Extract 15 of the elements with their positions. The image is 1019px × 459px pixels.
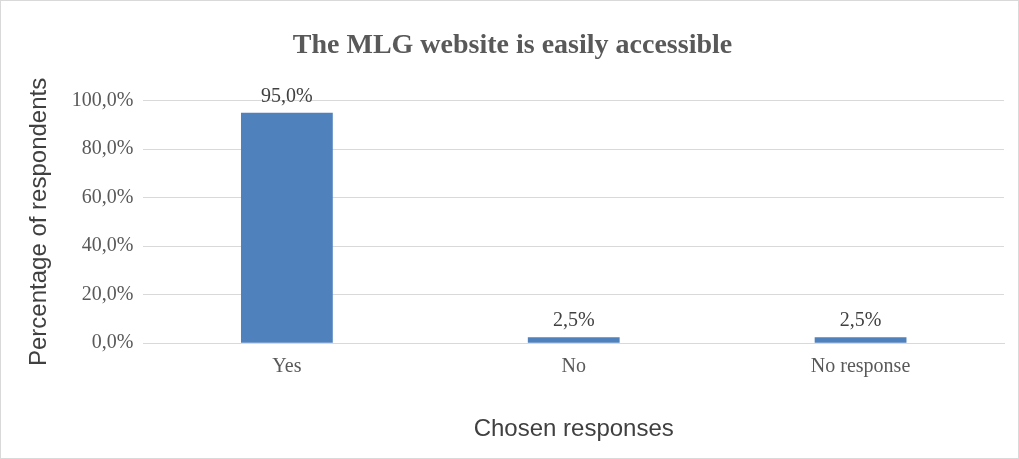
y-tick-label: 0,0% xyxy=(91,330,134,353)
y-tick-label: 20,0% xyxy=(81,281,134,304)
y-tick-label: 80,0% xyxy=(81,136,134,159)
y-tick-label: 100,0% xyxy=(71,87,134,110)
y-axis-title: Percentage of respondents xyxy=(24,77,52,366)
y-tick-label: 40,0% xyxy=(81,233,134,256)
x-axis-title: Chosen responses xyxy=(473,414,674,442)
data-label: 2,5% xyxy=(552,308,595,331)
data-label: 2,5% xyxy=(839,308,882,331)
x-tick-label: No xyxy=(561,354,586,377)
x-tick-label: Yes xyxy=(272,354,302,377)
y-tick-label: 60,0% xyxy=(81,184,134,207)
chart-title: The MLG website is easily accessible xyxy=(292,28,733,60)
data-label: 95,0% xyxy=(261,83,313,106)
x-tick-label: No response xyxy=(810,354,911,378)
